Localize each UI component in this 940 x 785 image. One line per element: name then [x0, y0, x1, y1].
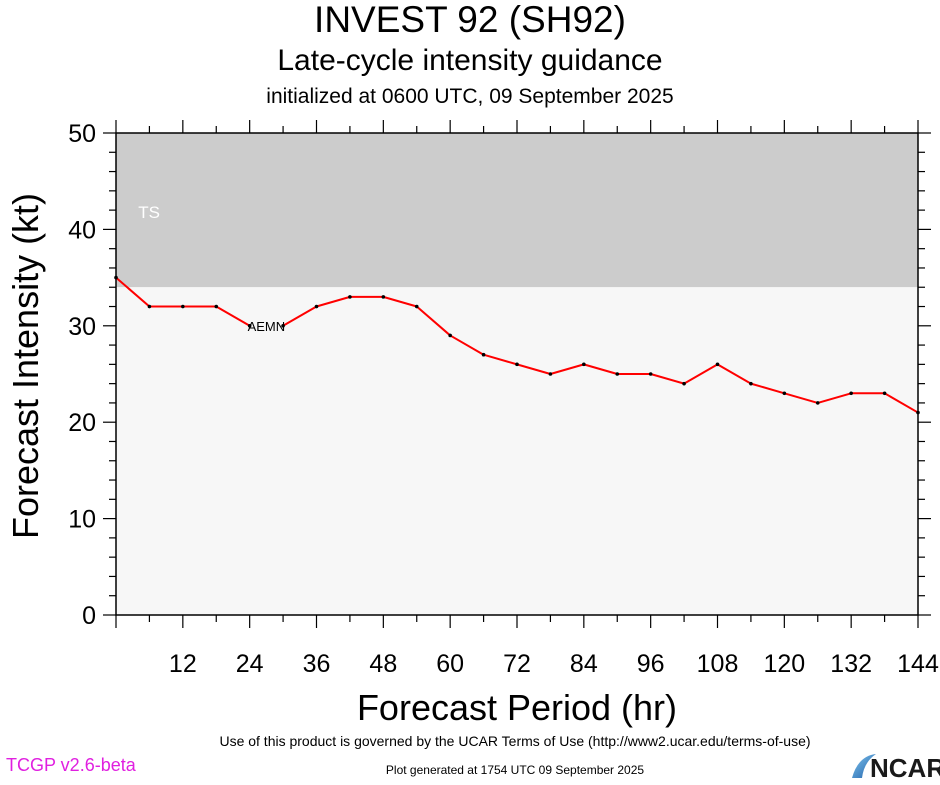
- band-label-ts: TS: [138, 203, 160, 222]
- y-tick-label: 40: [68, 216, 96, 244]
- data-point: [648, 372, 653, 376]
- series-segment: [215, 305, 251, 327]
- init-time: initialized at 0600 UTC, 09 September 20…: [266, 85, 674, 108]
- series-segment: [784, 392, 819, 404]
- series-segment: [282, 305, 317, 327]
- x-tick-label: 36: [303, 650, 331, 678]
- data-point: [181, 304, 185, 309]
- series-segment: [650, 373, 685, 385]
- data-point: [916, 410, 920, 415]
- y-tick-label: 10: [68, 506, 96, 534]
- data-point: [582, 362, 586, 367]
- generated-time: Plot generated at 1754 UTC 09 September …: [385, 763, 645, 777]
- series-segment: [817, 392, 852, 404]
- data-point: [515, 362, 519, 367]
- y-tick-label: 20: [68, 409, 96, 437]
- ncar-logo-icon: NCAR: [852, 753, 940, 783]
- x-tick-label: 24: [236, 650, 264, 678]
- x-axis-label: Forecast Period (hr): [357, 687, 677, 728]
- series-segment: [516, 363, 551, 375]
- terms-of-use: Use of this product is governed by the U…: [219, 733, 811, 749]
- data-point: [114, 275, 118, 280]
- data-point: [715, 362, 720, 367]
- version-label: TCGP v2.6-beta: [6, 755, 136, 775]
- data-point: [147, 304, 152, 309]
- data-point: [314, 304, 319, 309]
- series-aemn: AEMN: [114, 275, 920, 415]
- x-tick-label: 120: [763, 650, 805, 678]
- data-point: [615, 372, 620, 376]
- data-point: [481, 352, 486, 357]
- x-tick-label: 12: [169, 650, 197, 678]
- x-tick-label: 144: [897, 650, 939, 678]
- data-point: [414, 304, 419, 309]
- intensity-band-0: [116, 133, 918, 288]
- series-segment: [416, 305, 451, 337]
- x-tick-label: 108: [697, 650, 739, 678]
- data-point: [815, 401, 820, 405]
- series-segment: [717, 363, 752, 385]
- data-point: [682, 381, 686, 386]
- ncar-logo: NCAR: [850, 752, 940, 783]
- y-tick-label: 30: [68, 313, 96, 341]
- data-point: [281, 324, 285, 328]
- x-tick-label: 132: [830, 650, 872, 678]
- series-segment: [316, 295, 351, 308]
- data-point: [849, 391, 853, 396]
- x-tick-label: 48: [369, 650, 397, 678]
- series-segment: [550, 363, 585, 375]
- chart-subtitle: Late-cycle intensity guidance: [277, 44, 663, 77]
- y-tick-label: 0: [82, 602, 96, 630]
- x-tick-label: 72: [503, 650, 531, 678]
- ncar-logo-text: NCAR: [870, 753, 940, 780]
- series-segment: [483, 353, 518, 366]
- y-axis-label: Forecast Intensity (kt): [5, 193, 46, 539]
- series-segment: [449, 334, 485, 356]
- x-tick-label: 60: [436, 650, 464, 678]
- data-point: [548, 372, 553, 376]
- data-point: [782, 391, 787, 396]
- data-point: [749, 381, 753, 386]
- series-segment: [115, 276, 151, 308]
- data-point: [381, 295, 386, 299]
- data-point: [247, 324, 252, 328]
- chart-title: INVEST 92 (SH92): [314, 0, 626, 40]
- x-tick-label: 96: [637, 650, 665, 678]
- series-segment: [884, 392, 919, 414]
- y-tick-label: 50: [68, 120, 96, 148]
- series-line-label: AEMN: [248, 319, 286, 334]
- x-tick-label: 84: [570, 650, 598, 678]
- intensity-band-1: [116, 287, 918, 615]
- data-point: [214, 304, 219, 309]
- data-point: [882, 391, 887, 396]
- data-point: [348, 295, 352, 299]
- series-segment: [583, 363, 618, 375]
- series-segment: [750, 382, 785, 395]
- data-point: [448, 333, 452, 338]
- series-segment: [683, 363, 718, 385]
- series-segment: [383, 295, 418, 308]
